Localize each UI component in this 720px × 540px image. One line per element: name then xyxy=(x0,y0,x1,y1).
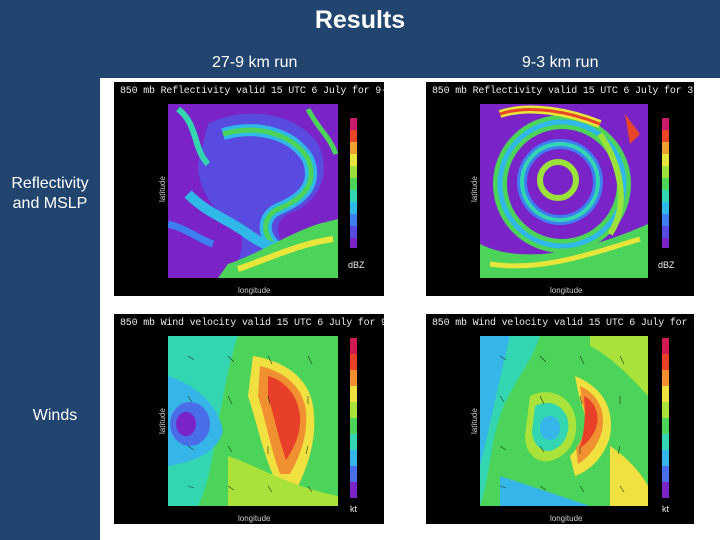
panel-wind-3km: 850 mb Wind velocity valid 15 UTC 6 July… xyxy=(426,314,694,524)
y-axis-label: latitude xyxy=(470,408,479,434)
column-label-27-9km: 27-9 km run xyxy=(212,54,298,71)
column-label-9-3km: 9-3 km run xyxy=(522,54,599,71)
x-axis-label: longitude xyxy=(238,514,271,523)
panel-title: 850 mb Reflectivity valid 15 UTC 6 July … xyxy=(432,86,694,97)
colorbar-reflectivity-3km xyxy=(662,118,669,248)
y-axis-label: latitude xyxy=(470,176,479,202)
x-axis-label: longitude xyxy=(238,286,271,295)
unit-label: dBZ xyxy=(658,260,675,270)
unit-label: kt xyxy=(662,504,670,514)
panel-reflectivity-9km: 850 mb Reflectivity valid 15 UTC 6 July … xyxy=(114,82,384,296)
unit-label: kt xyxy=(350,504,358,514)
x-axis-label: longitude xyxy=(550,286,583,295)
panel-title: 850 mb Wind velocity valid 15 UTC 6 July… xyxy=(432,318,694,329)
panel-title: 850 mb Wind velocity valid 15 UTC 6 July… xyxy=(120,318,384,329)
unit-label: dBZ xyxy=(348,260,365,270)
slide-title: Results xyxy=(314,6,406,34)
y-axis-label: latitude xyxy=(158,408,167,434)
x-axis-label: longitude xyxy=(550,514,583,523)
reflectivity-map-3km xyxy=(480,104,648,278)
row-label-reflectivity: Reflectivity and MSLP xyxy=(11,175,89,212)
colorbar-reflectivity-9km xyxy=(350,118,357,248)
panel-reflectivity-3km: 850 mb Reflectivity valid 15 UTC 6 July … xyxy=(426,82,694,296)
colorbar-wind-9km xyxy=(350,338,357,498)
reflectivity-map-9km xyxy=(168,104,338,278)
panel-title: 850 mb Reflectivity valid 15 UTC 6 July … xyxy=(120,86,384,97)
row-label-winds: Winds xyxy=(32,407,78,424)
panel-wind-9km: 850 mb Wind velocity valid 15 UTC 6 July… xyxy=(114,314,384,524)
wind-map-9km xyxy=(168,336,338,506)
colorbar-wind-3km xyxy=(662,338,669,498)
wind-map-3km xyxy=(480,336,648,506)
y-axis-label: latitude xyxy=(158,176,167,202)
